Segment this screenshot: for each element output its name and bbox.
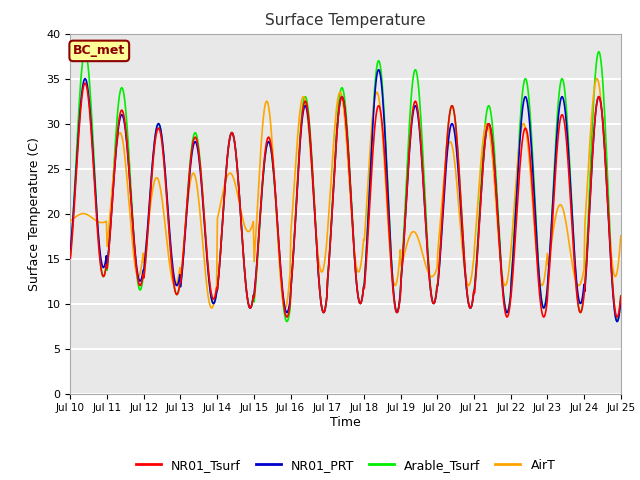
- AirT: [208, 305, 216, 311]
- Line: NR01_PRT: NR01_PRT: [70, 70, 621, 322]
- NR01_PRT: [413, 108, 421, 113]
- Legend: NR01_Tsurf, NR01_PRT, Arable_Tsurf, AirT: NR01_Tsurf, NR01_PRT, Arable_Tsurf, AirT: [131, 454, 561, 477]
- Arable_Tsurf: [190, 132, 198, 138]
- Arable_Tsurf: [134, 279, 141, 285]
- Title: Surface Temperature: Surface Temperature: [266, 13, 426, 28]
- Y-axis label: Surface Temperature (C): Surface Temperature (C): [28, 137, 41, 290]
- Arable_Tsurf: [430, 300, 438, 306]
- Arable_Tsurf: [77, 84, 84, 89]
- NR01_PRT: [429, 300, 437, 306]
- AirT: [77, 211, 84, 217]
- NR01_PRT: [613, 319, 621, 324]
- NR01_PRT: [375, 67, 383, 72]
- NR01_Tsurf: [81, 80, 89, 86]
- Line: AirT: AirT: [70, 79, 621, 308]
- Line: NR01_Tsurf: NR01_Tsurf: [70, 83, 621, 317]
- NR01_Tsurf: [67, 255, 74, 261]
- X-axis label: Time: Time: [330, 416, 361, 429]
- NR01_PRT: [67, 247, 74, 252]
- NR01_Tsurf: [283, 314, 291, 320]
- NR01_PRT: [218, 228, 226, 234]
- AirT: [429, 273, 437, 279]
- AirT: [67, 218, 74, 224]
- Arable_Tsurf: [81, 49, 89, 55]
- Arable_Tsurf: [67, 252, 74, 258]
- AirT: [219, 190, 227, 196]
- Arable_Tsurf: [283, 319, 291, 324]
- AirT: [133, 272, 141, 278]
- AirT: [189, 170, 196, 176]
- AirT: [413, 233, 421, 239]
- NR01_Tsurf: [190, 137, 198, 143]
- NR01_PRT: [77, 105, 84, 111]
- NR01_Tsurf: [219, 216, 227, 222]
- NR01_PRT: [617, 297, 625, 303]
- Arable_Tsurf: [219, 216, 227, 222]
- Arable_Tsurf: [617, 293, 625, 299]
- AirT: [617, 233, 625, 239]
- NR01_PRT: [189, 145, 196, 151]
- NR01_Tsurf: [414, 108, 422, 114]
- NR01_PRT: [133, 266, 141, 272]
- NR01_Tsurf: [617, 293, 625, 299]
- Arable_Tsurf: [414, 78, 422, 84]
- NR01_Tsurf: [430, 300, 438, 306]
- AirT: [593, 76, 601, 82]
- NR01_Tsurf: [77, 110, 84, 116]
- NR01_Tsurf: [134, 276, 141, 281]
- Line: Arable_Tsurf: Arable_Tsurf: [70, 52, 621, 322]
- Text: BC_met: BC_met: [73, 44, 125, 58]
